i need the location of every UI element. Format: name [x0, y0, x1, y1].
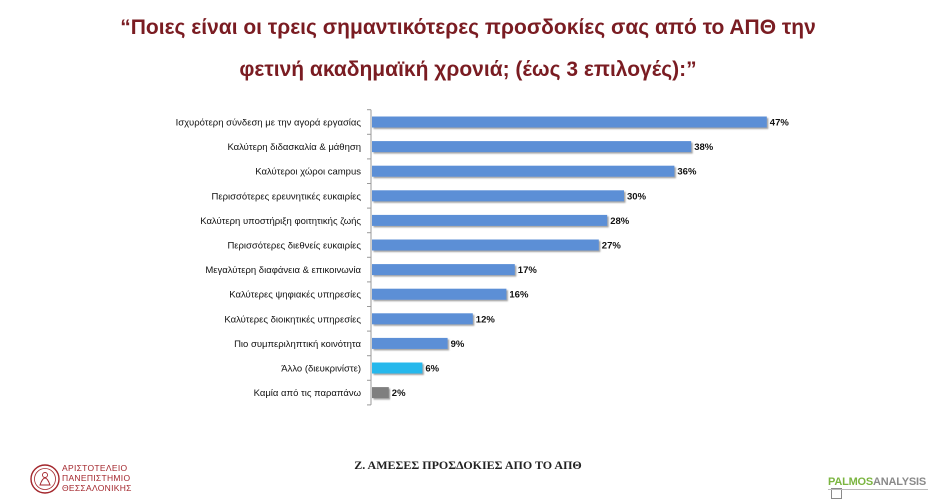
value-label: 28% — [610, 216, 630, 227]
category-label: Περισσότερες διεθνείς ευκαιρίες — [227, 241, 361, 252]
category-label: Καλύτερες ψηφιακές υπηρεσίες — [229, 290, 361, 301]
value-label: 36% — [677, 167, 697, 178]
brand-part-1: PALMOS — [828, 476, 874, 488]
category-label: Πιο συμπεριληπτική κοινότητα — [234, 339, 361, 350]
value-label: 9% — [451, 339, 465, 350]
category-label: Καλύτεροι χώροι campus — [255, 167, 361, 178]
bar — [372, 337, 448, 349]
category-label: Ισχυρότερη σύνδεση με την αγορά εργασίας — [176, 118, 362, 129]
bar — [372, 387, 389, 399]
bar — [372, 264, 515, 276]
value-label: 6% — [425, 364, 439, 375]
category-label: Μεγαλύτερη διαφάνεια & επικοινωνία — [205, 265, 361, 276]
value-label: 47% — [770, 118, 790, 129]
chart-title-line-2: φετινή ακαδημαϊκή χρονιά; (έως 3 επιλογέ… — [239, 58, 697, 81]
bar — [372, 190, 624, 202]
category-label: Καλύτερες διοικητικές υπηρεσίες — [224, 314, 361, 325]
value-label: 38% — [694, 142, 714, 153]
section-caption: Ζ. ΑΜΕΣΕΣ ΠΡΟΣΔΟΚΙΕΣ ΑΠΟ ΤΟ ΑΠΘ — [354, 458, 582, 472]
category-label: Καλύτερη υποστήριξη φοιτητικής ζωής — [200, 216, 361, 227]
category-label: Άλλο (διευκρινίστε) — [281, 364, 361, 375]
university-name-line: ΠΑΝΕΠΙΣΤΗΜΙΟ — [62, 473, 131, 483]
value-label: 2% — [392, 388, 406, 399]
bar — [372, 116, 767, 128]
value-label: 16% — [509, 290, 529, 301]
category-label: Περισσότερες ερευνητικές ευκαιρίες — [212, 191, 362, 202]
university-name-line: ΘΕΣΣΑΛΟΝΙΚΗΣ — [62, 483, 132, 493]
value-label: 27% — [602, 241, 622, 252]
bar — [372, 313, 473, 325]
bar — [372, 141, 692, 153]
category-label: Καμία από τις παραπάνω — [254, 388, 362, 399]
category-label: Καλύτερη διδασκαλία & μάθηση — [227, 142, 361, 153]
bar-chart: Ισχυρότερη σύνδεση με την αγορά εργασίας… — [176, 109, 790, 406]
university-name: ΑΡΙΣΤΟΤΕΛΕΙΟ ΠΑΝΕΠΙΣΤΗΜΙΟ ΘΕΣΣΑΛΟΝΙΚΗΣ — [62, 463, 132, 493]
value-label: 12% — [476, 314, 496, 325]
brand-underline — [828, 489, 928, 493]
palmos-analysis-logo: PALMOSANALYSIS — [828, 476, 936, 501]
value-label: 17% — [518, 265, 538, 276]
university-name-line: ΑΡΙΣΤΟΤΕΛΕΙΟ — [62, 463, 128, 473]
bar — [372, 362, 423, 374]
bar — [372, 239, 599, 251]
value-label: 30% — [627, 191, 647, 202]
bar — [372, 165, 675, 177]
bar — [372, 214, 608, 226]
bar — [372, 288, 507, 300]
chart-title-line-1: “Ποιες είναι οι τρεις σημαντικότερες προ… — [120, 16, 816, 39]
university-seal-icon — [30, 464, 60, 494]
brand-part-2: ANALYSIS — [873, 476, 927, 488]
